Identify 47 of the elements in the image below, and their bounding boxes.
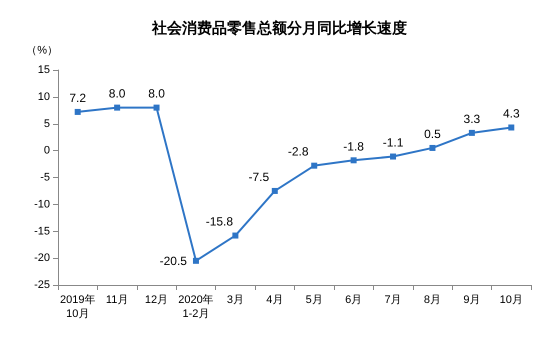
data-label: -2.8 [288,144,309,159]
x-tick-label: 8月 [424,294,442,306]
data-label: 0.5 [424,126,442,141]
y-tick-label: 5 [44,118,50,130]
point [468,130,475,136]
y-axis-title: （%） [26,44,58,56]
x-tick-label: 12月 [144,294,168,306]
point [232,232,238,239]
data-label: 8.0 [148,86,166,101]
x-tick-label: 7月 [384,294,402,306]
y-tick-label: 0 [44,144,50,157]
point [350,157,357,164]
data-label: 7.2 [69,90,86,105]
y-tick-label: -5 [40,172,50,184]
x-tick-label: 6月 [345,294,362,306]
point [272,188,278,194]
y-tick-label: -10 [34,198,50,210]
x-tick-label: 11月 [106,294,128,306]
x-tick-label: 2020年 1-2月 [178,294,214,320]
point [114,104,120,111]
point [154,104,160,111]
x-tick-label: 4月 [266,294,284,306]
point [429,144,436,151]
data-label: -1.1 [382,136,404,150]
data-label: 3.3 [464,112,481,126]
point [390,154,396,160]
y-tick-label: -20 [34,252,50,264]
x-tick-label: 9月 [463,294,480,306]
x-tick-label: 2019年 10月 [60,294,96,320]
x-tick-label: 3月 [226,294,244,306]
point [192,258,199,264]
data-label: -7.5 [248,170,270,184]
y-tick-label: 15 [38,64,50,76]
data-label: -15.8 [206,214,234,229]
data-label: -1.8 [343,139,364,154]
point [311,162,318,169]
x-tick-label: 10月 [500,294,523,306]
chart-title: 社会消费品零售总额分月同比增长速度 [151,19,407,37]
data-label: 8.0 [108,86,126,101]
data-label: -20.5 [160,254,188,268]
y-tick-label: 10 [38,90,50,103]
x-tick-label: 5月 [306,294,323,306]
point [74,108,81,115]
point [508,124,514,131]
y-tick-label: -25 [34,279,50,291]
data-label: 4.3 [502,106,520,121]
y-tick-label: -15 [34,225,50,238]
